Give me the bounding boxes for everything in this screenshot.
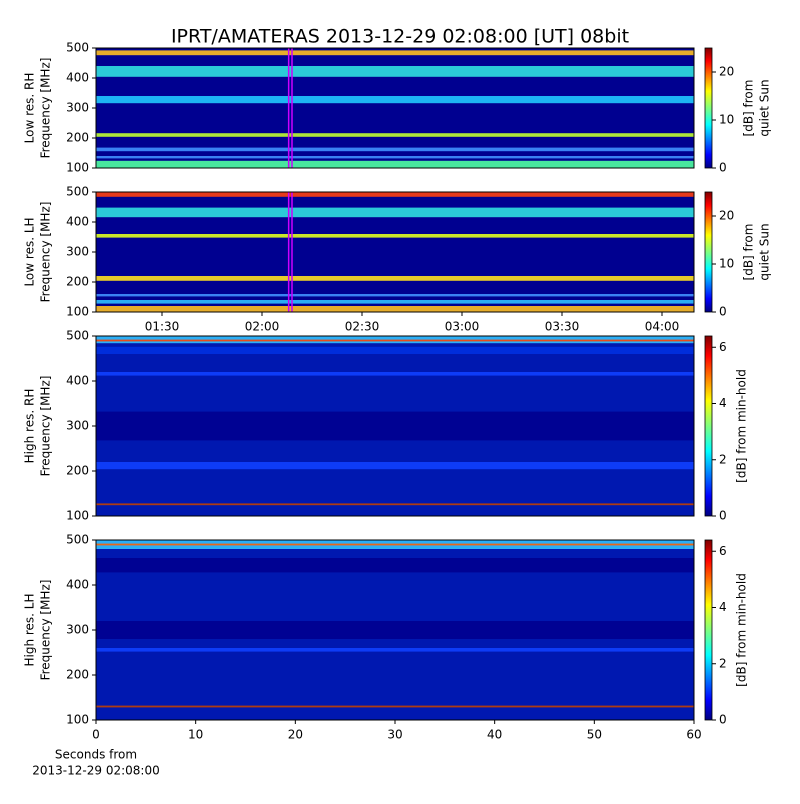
colorbar-tick-label: 10	[719, 257, 734, 271]
spectrogram-band	[96, 192, 694, 197]
spectrogram-band	[96, 462, 694, 470]
x-tick-label: 03:00	[445, 320, 480, 334]
y-tick-label: 400	[66, 71, 89, 85]
y-axis-label: Frequency [MHz]	[39, 580, 53, 681]
x-tick-label: 10	[188, 728, 203, 742]
spectrogram-band	[96, 306, 694, 312]
spectrogram-band	[96, 133, 694, 137]
y-axis-label: High res. LH	[23, 593, 37, 666]
colorbar-tick-label: 4	[719, 396, 727, 410]
x-tick-label: 01:30	[145, 320, 180, 334]
x-tick-label: 40	[487, 728, 502, 742]
colorbar	[704, 191, 713, 313]
y-axis-label: Low res. RH	[23, 73, 37, 144]
colorbar-label: quiet Sun	[758, 223, 772, 280]
spectrogram-band	[96, 50, 694, 56]
y-axis-label: Frequency [MHz]	[39, 202, 53, 303]
y-tick-label: 200	[66, 275, 89, 289]
x-tick-label: 50	[587, 728, 602, 742]
colorbar-tick-label: 6	[719, 340, 727, 354]
x-axis-label: 2013-12-29 02:08:00	[32, 764, 159, 778]
colorbar-tick-label: 6	[719, 544, 727, 558]
colorbar-tick-label: 2	[719, 452, 727, 466]
y-tick-label: 100	[66, 161, 89, 175]
x-tick-label: 30	[387, 728, 402, 742]
colorbar-tick-label: 0	[719, 161, 727, 175]
spectrogram-band	[96, 300, 694, 304]
spectrogram-band	[96, 276, 694, 281]
x-tick-label: 04:00	[645, 320, 680, 334]
spectrogram-band	[96, 339, 694, 342]
spectrogram-band	[96, 207, 694, 218]
colorbar-tick-label: 0	[719, 713, 727, 727]
x-tick-label: 0	[92, 728, 100, 742]
y-tick-label: 500	[66, 41, 89, 55]
x-tick-label: 03:30	[545, 320, 580, 334]
x-tick-label: 02:00	[245, 320, 280, 334]
y-axis-label: Low res. LH	[23, 217, 37, 286]
y-tick-label: 200	[66, 668, 89, 682]
colorbar	[704, 335, 713, 517]
y-tick-label: 300	[66, 245, 89, 259]
spectrogram-band	[96, 66, 694, 77]
colorbar-tick-label: 0	[719, 305, 727, 319]
x-tick-label: 02:30	[345, 320, 380, 334]
y-tick-label: 500	[66, 329, 89, 343]
y-axis-label: Frequency [MHz]	[39, 58, 53, 159]
y-axis-label: Frequency [MHz]	[39, 376, 53, 477]
colorbar-tick-label: 10	[719, 113, 734, 127]
colorbar-tick-label: 4	[719, 600, 727, 614]
spectrogram-band	[96, 503, 694, 506]
colorbar-label: [dB] from min-hold	[735, 573, 749, 687]
spectrogram-band	[96, 160, 694, 168]
colorbar-tick-label: 0	[719, 509, 727, 523]
colorbar-tick-label: 20	[719, 65, 734, 79]
y-tick-label: 300	[66, 623, 89, 637]
colorbar-label: quiet Sun	[758, 79, 772, 136]
figure-title: IPRT/AMATERAS 2013-12-29 02:08:00 [UT] 0…	[171, 26, 629, 48]
spectrogram-band	[96, 411, 694, 441]
y-tick-label: 100	[66, 509, 89, 523]
spectrogram-band	[96, 621, 694, 639]
y-axis-label: High res. RH	[23, 389, 37, 464]
x-tick-label: 60	[686, 728, 701, 742]
y-tick-label: 400	[66, 215, 89, 229]
x-tick-label: 20	[288, 728, 303, 742]
spectrogram-band	[96, 234, 694, 238]
y-tick-label: 100	[66, 713, 89, 727]
colorbar	[704, 47, 713, 169]
y-tick-label: 300	[66, 101, 89, 115]
x-axis-label: Seconds from	[55, 748, 137, 762]
y-tick-label: 300	[66, 419, 89, 433]
colorbar	[704, 539, 713, 721]
colorbar-tick-label: 2	[719, 656, 727, 670]
y-tick-label: 500	[66, 533, 89, 547]
spectrogram-band	[96, 705, 694, 708]
spectrogram-band	[96, 543, 694, 546]
spectrogram-band	[96, 372, 694, 376]
y-tick-label: 100	[66, 305, 89, 319]
spectrogram-band	[96, 648, 694, 652]
y-tick-label: 200	[66, 131, 89, 145]
spectrogram-band	[96, 96, 694, 104]
y-tick-label: 400	[66, 578, 89, 592]
spectrogram-band	[96, 147, 694, 152]
colorbar-tick-label: 20	[719, 209, 734, 223]
colorbar-label: [dB] from	[742, 224, 756, 281]
y-tick-label: 400	[66, 374, 89, 388]
spectrogram-band	[96, 346, 694, 354]
y-tick-label: 500	[66, 185, 89, 199]
spectrogram-band	[96, 558, 694, 573]
y-tick-label: 200	[66, 464, 89, 478]
spectrogram-band	[96, 294, 694, 297]
colorbar-label: [dB] from	[742, 80, 756, 137]
colorbar-label: [dB] from min-hold	[735, 369, 749, 483]
spectrogram-band	[96, 156, 694, 159]
